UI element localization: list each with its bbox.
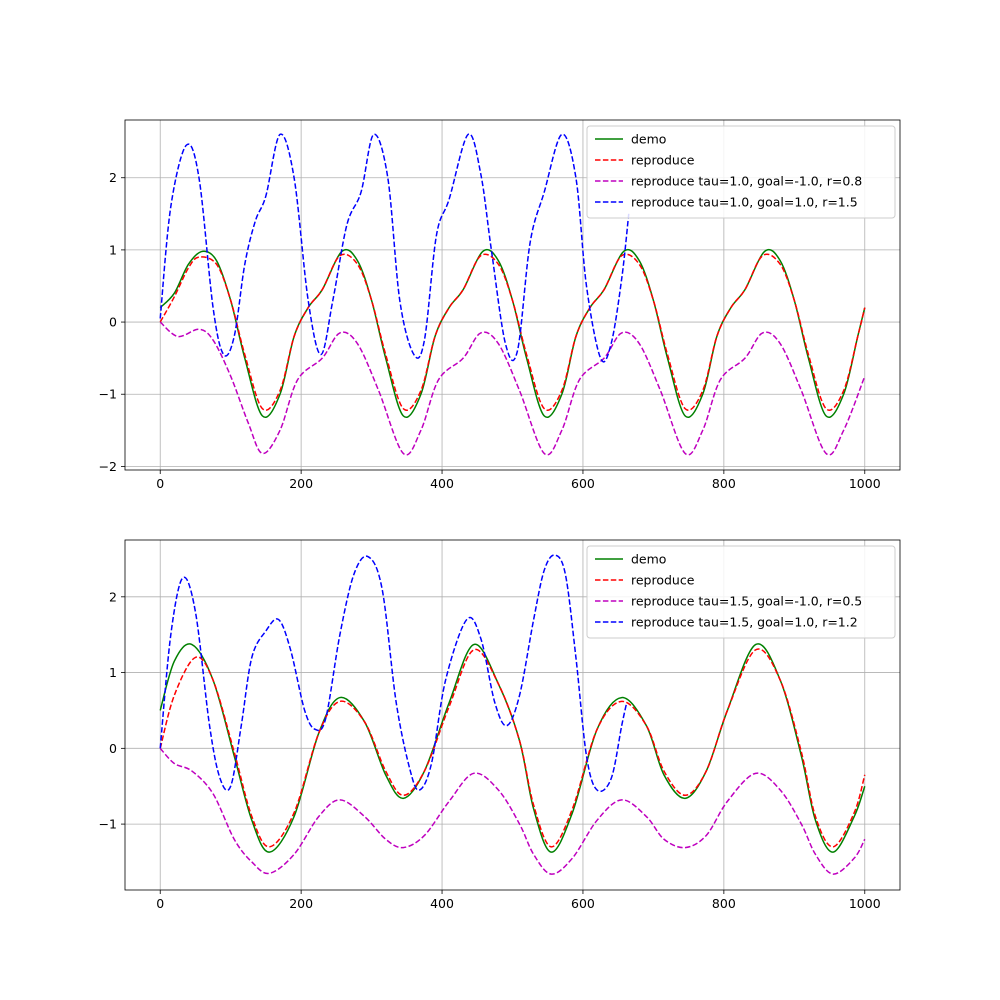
legend-label-0: demo (631, 552, 666, 567)
y-tick-label: 0 (109, 315, 117, 330)
legend-label-1: reproduce (631, 573, 695, 588)
legend: demo reproduce reproduce tau=1.5, goal=-1.… (586, 545, 896, 639)
x-tick-label: 600 (571, 896, 595, 911)
legend-label-3: reproduce tau=1.0, goal=1.0, r=1.5 (631, 195, 858, 210)
legend-label-2: reproduce tau=1.5, goal=-1.0, r=0.5 (631, 594, 862, 609)
legend: demo reproduce reproduce tau=1.0, goal=-1.… (586, 125, 896, 219)
x-tick-label: 800 (712, 896, 736, 911)
legend-label-1: reproduce (631, 153, 695, 168)
x-tick-label: 1000 (849, 476, 881, 491)
x-tick-label: 800 (712, 476, 736, 491)
y-tick-label: 1 (109, 665, 117, 680)
legend-box (586, 545, 896, 639)
bottom-subplot: 0 200 400 600 800 1000 −1 0 1 2 demo reproduce repro… (99, 539, 901, 911)
series-line-1 (159, 648, 866, 848)
axes-frame (124, 539, 901, 891)
x-tick-label: 0 (156, 476, 164, 491)
legend-label-0: demo (631, 132, 666, 147)
y-tick-label: −1 (99, 387, 117, 402)
x-tick-label: 600 (571, 476, 595, 491)
top-subplot: 0 200 400 600 800 1000 −2 −1 0 1 2 demo reproduce rep… (99, 119, 901, 491)
series-line-2 (159, 747, 866, 875)
y-tick-label: 2 (109, 589, 117, 604)
series-line-1 (159, 253, 866, 411)
y-tick-label: −2 (99, 459, 117, 474)
legend-label-2: reproduce tau=1.0, goal=-1.0, r=0.8 (631, 174, 862, 189)
series-line-0 (159, 248, 866, 418)
legend-label-3: reproduce tau=1.5, goal=1.0, r=1.2 (631, 615, 858, 630)
x-tick-label: 400 (430, 476, 454, 491)
series-group (159, 133, 866, 456)
series-line-2 (159, 321, 866, 456)
legend-box (586, 125, 896, 219)
series-line-3 (159, 554, 628, 793)
axes-frame (124, 119, 901, 471)
series-line-3 (159, 133, 630, 363)
x-tick-label: 200 (289, 476, 313, 491)
y-tick-label: 2 (109, 170, 117, 185)
x-tick-label: 200 (289, 896, 313, 911)
series-group (159, 554, 866, 875)
x-tick-label: 0 (156, 896, 164, 911)
x-tick-label: 400 (430, 896, 454, 911)
y-tick-label: −1 (99, 817, 117, 832)
x-tick-label: 1000 (849, 896, 881, 911)
y-tick-label: 0 (109, 741, 117, 756)
y-tick-label: 1 (109, 242, 117, 257)
